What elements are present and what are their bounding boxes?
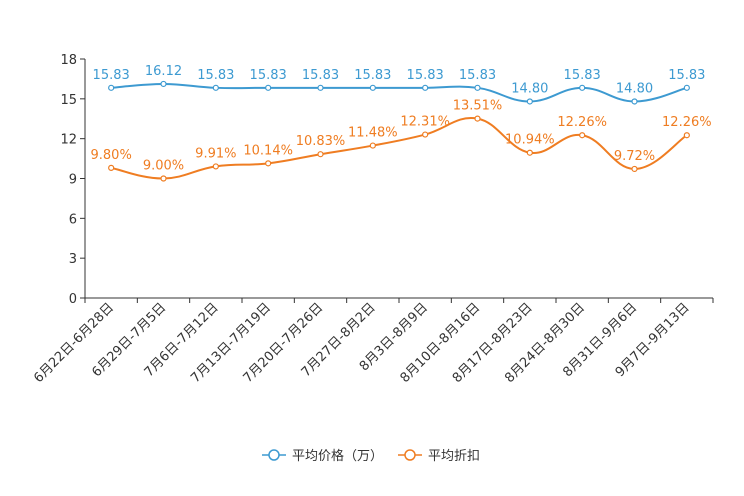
data-point[interactable]: [526, 149, 533, 156]
data-label: 11.48%: [348, 126, 398, 141]
y-tick-label: 9: [69, 173, 77, 188]
data-point[interactable]: [160, 80, 167, 88]
data-label: 15.83: [197, 68, 234, 83]
data-label: 15.83: [668, 68, 705, 83]
x-axis: 6月22日-6月28日6月29日-7月5日7月6日-7月12日7月13日-7月1…: [31, 297, 714, 386]
legend[interactable]: 平均价格（万） 平均折扣: [262, 448, 480, 464]
legend-item[interactable]: 平均价格（万）: [262, 448, 383, 464]
legend-label: 平均折扣: [428, 449, 480, 464]
series-line: [111, 82, 688, 103]
data-point[interactable]: [317, 84, 324, 91]
data-label: 9.00%: [143, 159, 184, 174]
y-tick-label: 3: [69, 252, 77, 267]
data-point[interactable]: [108, 164, 115, 171]
data-point[interactable]: [212, 163, 219, 170]
data-point[interactable]: [265, 160, 272, 167]
series-group: 15.83 16.12 15.83 15.83 15.83 15.83 15.83 15.83…: [91, 64, 712, 182]
y-axis: 0 3 6 9 12 15 18: [60, 53, 86, 307]
data-point[interactable]: [160, 175, 167, 182]
data-label: 10.14%: [243, 143, 293, 158]
data-label: 12.26%: [557, 115, 607, 130]
data-label: 9.80%: [91, 148, 132, 163]
data-point[interactable]: [422, 131, 429, 138]
legend-item[interactable]: 平均折扣: [398, 449, 480, 464]
data-label: 9.72%: [614, 149, 655, 164]
data-point[interactable]: [265, 84, 272, 91]
data-label: 12.26%: [662, 115, 712, 130]
data-point[interactable]: [369, 84, 376, 91]
data-point[interactable]: [579, 132, 586, 139]
data-label: 15.83: [93, 68, 130, 83]
data-label: 10.94%: [505, 133, 555, 148]
data-point[interactable]: [526, 98, 533, 105]
data-label: 14.80: [511, 81, 548, 96]
legend-label: 平均价格（万）: [292, 448, 383, 464]
data-label: 9.91%: [195, 146, 236, 161]
data-point[interactable]: [683, 84, 690, 91]
y-tick-label: 18: [60, 53, 77, 68]
data-label: 12.31%: [400, 115, 450, 130]
data-point[interactable]: [108, 84, 115, 91]
y-tick-label: 15: [60, 93, 77, 108]
data-label: 15.83: [459, 68, 496, 83]
data-label: 15.83: [564, 68, 601, 83]
series-0: 15.83 16.12 15.83 15.83 15.83 15.83 15.83 15.83…: [93, 64, 705, 105]
data-point[interactable]: [212, 84, 219, 91]
y-tick-label: 6: [69, 212, 77, 227]
data-point[interactable]: [631, 165, 638, 173]
data-label: 16.12: [145, 64, 182, 79]
y-tick-label: 0: [69, 292, 77, 307]
data-point[interactable]: [474, 84, 481, 91]
data-point[interactable]: [317, 151, 324, 158]
data-label: 15.83: [302, 68, 339, 83]
data-point[interactable]: [631, 98, 638, 105]
data-point[interactable]: [369, 142, 376, 149]
data-label: 15.83: [354, 68, 391, 83]
data-label: 14.80: [616, 81, 653, 96]
legend-marker-icon: [404, 449, 416, 461]
data-label: 15.83: [407, 68, 444, 83]
data-point[interactable]: [474, 115, 481, 122]
data-label: 10.83%: [296, 134, 346, 149]
data-point[interactable]: [579, 84, 586, 91]
legend-marker-icon: [268, 449, 280, 461]
data-label: 13.51%: [453, 99, 503, 114]
y-tick-label: 12: [60, 133, 77, 148]
data-label: 15.83: [250, 68, 287, 83]
data-point[interactable]: [683, 132, 690, 139]
data-point[interactable]: [422, 84, 429, 91]
series-1: 9.80%9.00%9.91% 10.14%10.83%11.48%12.31%1…: [91, 99, 712, 182]
